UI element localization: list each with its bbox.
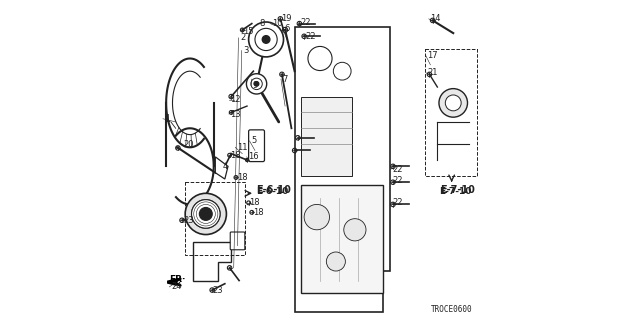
FancyBboxPatch shape <box>230 232 245 250</box>
Polygon shape <box>215 157 228 179</box>
Circle shape <box>255 28 277 51</box>
Text: 22: 22 <box>392 165 403 174</box>
Text: 5: 5 <box>248 136 254 146</box>
Text: 17: 17 <box>428 51 438 60</box>
Text: 22: 22 <box>392 176 403 185</box>
Text: 11: 11 <box>237 143 248 152</box>
Text: 12: 12 <box>230 95 241 104</box>
Polygon shape <box>193 243 231 281</box>
Text: 3: 3 <box>243 46 248 55</box>
Text: E-6-10: E-6-10 <box>257 185 291 195</box>
Circle shape <box>333 62 351 80</box>
Text: 22: 22 <box>392 198 403 207</box>
Text: 4: 4 <box>223 162 228 171</box>
Text: 13: 13 <box>230 109 241 118</box>
Text: 24: 24 <box>171 282 181 292</box>
Text: 16: 16 <box>248 152 259 161</box>
Polygon shape <box>294 27 390 312</box>
Text: FR·: FR· <box>170 276 186 284</box>
Text: 6: 6 <box>284 24 289 33</box>
Text: 23: 23 <box>183 216 193 225</box>
Text: 22: 22 <box>306 32 316 41</box>
Text: 1: 1 <box>164 114 171 124</box>
Polygon shape <box>301 97 352 176</box>
Circle shape <box>262 36 270 43</box>
Text: 14: 14 <box>430 14 441 23</box>
Text: 8: 8 <box>259 19 264 28</box>
Circle shape <box>246 74 267 94</box>
Text: E-7-10: E-7-10 <box>440 185 475 195</box>
Circle shape <box>304 204 330 230</box>
Circle shape <box>439 89 467 117</box>
Circle shape <box>191 200 220 228</box>
Text: 18: 18 <box>237 173 248 182</box>
Text: 23: 23 <box>212 285 223 295</box>
Circle shape <box>326 252 346 271</box>
Circle shape <box>200 208 212 220</box>
Polygon shape <box>301 185 383 293</box>
Text: 15: 15 <box>243 27 253 36</box>
Text: 9: 9 <box>253 81 258 90</box>
Text: E-6-10: E-6-10 <box>257 187 289 196</box>
Text: 2: 2 <box>240 33 245 42</box>
Circle shape <box>308 46 332 70</box>
Text: 18: 18 <box>253 208 264 217</box>
Circle shape <box>344 219 366 241</box>
Text: 10: 10 <box>272 19 282 28</box>
Circle shape <box>185 193 227 235</box>
Text: 18: 18 <box>230 151 241 160</box>
Text: 7: 7 <box>283 75 288 84</box>
Text: 18: 18 <box>250 198 260 207</box>
FancyBboxPatch shape <box>248 130 264 162</box>
Circle shape <box>251 78 262 90</box>
Text: 19: 19 <box>282 14 292 23</box>
Circle shape <box>254 82 259 86</box>
Text: 1: 1 <box>164 114 170 123</box>
Polygon shape <box>168 279 177 285</box>
Text: E-7-10: E-7-10 <box>439 187 471 196</box>
Circle shape <box>248 22 284 57</box>
Text: 21: 21 <box>428 68 438 77</box>
Text: 5: 5 <box>251 136 257 146</box>
Circle shape <box>445 95 461 111</box>
Text: TROCE0600: TROCE0600 <box>431 305 472 314</box>
Text: 22: 22 <box>300 18 311 27</box>
Text: 20: 20 <box>183 140 193 148</box>
